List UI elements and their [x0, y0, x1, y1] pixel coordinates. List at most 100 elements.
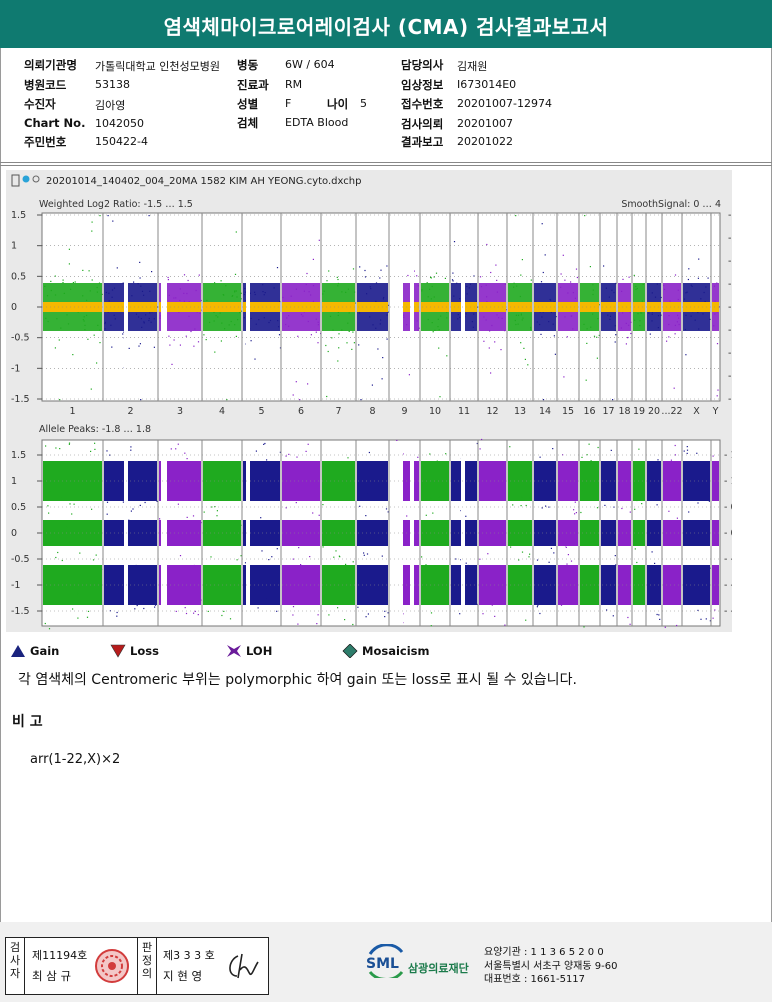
allele-point — [292, 497, 294, 499]
allele-band-6 — [282, 443, 320, 625]
info-label: 담당의사 — [401, 58, 444, 72]
legend-label: Gain — [30, 644, 60, 658]
allele-point — [476, 442, 478, 445]
allele-point — [606, 609, 608, 611]
allele-point — [200, 522, 202, 524]
allele-point — [602, 572, 604, 574]
ratio-point — [523, 347, 525, 349]
allele-point — [552, 448, 554, 450]
allele-point — [455, 558, 457, 560]
ratio-point — [562, 254, 564, 256]
ratio-point — [473, 313, 475, 315]
ratio-point — [214, 351, 216, 353]
allele-point — [175, 610, 177, 612]
allele-point — [296, 456, 298, 458]
ratio-point — [466, 285, 468, 288]
allele-point — [509, 446, 511, 448]
legend-item-loh: LOH — [226, 644, 272, 661]
ratio-point — [297, 335, 299, 337]
ratio-point — [300, 313, 303, 316]
ratio-point — [674, 333, 676, 335]
ratio-point — [553, 301, 555, 303]
ratio-point — [122, 282, 124, 284]
allele-point — [48, 628, 51, 630]
ratio-point — [220, 280, 222, 282]
allele-point — [45, 445, 47, 447]
chromosome-label: ...22 — [661, 406, 682, 417]
ratio-point — [310, 294, 312, 296]
allele-point — [352, 523, 354, 525]
ratio-point — [630, 332, 632, 335]
ratio-point — [608, 296, 610, 298]
ratio-point — [636, 287, 638, 290]
allele-point — [49, 491, 51, 493]
ratio-point — [564, 279, 566, 281]
ratio-point — [234, 291, 236, 293]
ratio-point — [159, 315, 161, 317]
info-value: EDTA Blood — [285, 116, 349, 129]
ratio-point — [483, 316, 485, 318]
ratio-point — [539, 323, 541, 326]
tick-label: - 0.5 — [724, 502, 732, 513]
allele-point — [580, 511, 582, 514]
ratio-point — [417, 329, 419, 331]
ratio-point — [571, 315, 573, 317]
ratio-point — [337, 360, 339, 362]
ratio-point — [552, 323, 554, 325]
ratio-point — [148, 215, 150, 217]
ratio-point — [501, 317, 503, 319]
allele-point — [295, 502, 297, 504]
ratio-point — [514, 319, 516, 322]
ratio-point — [148, 317, 150, 320]
tick-label: 1.5 — [11, 210, 26, 221]
tick-label: - -1 — [724, 580, 732, 591]
ratio-point — [225, 285, 227, 287]
tick-label: - 0 — [728, 394, 732, 405]
allele-point — [541, 569, 543, 571]
chromosome-band-1 — [43, 215, 103, 401]
ratio-point — [590, 326, 592, 328]
ratio-point — [381, 378, 383, 380]
ratio-point — [685, 292, 687, 294]
ratio-point — [288, 315, 290, 317]
ratio-point — [596, 357, 598, 359]
ratio-point — [219, 312, 221, 314]
ratio-point — [254, 291, 256, 293]
inspector-seal-icon — [95, 949, 129, 983]
allele-point — [539, 456, 541, 458]
allele-point — [465, 515, 467, 517]
allele-point — [285, 507, 287, 509]
ratio-point — [690, 284, 692, 286]
ratio-point — [630, 321, 632, 323]
allele-point — [288, 453, 290, 455]
allele-point — [553, 552, 555, 554]
allele-point — [276, 542, 278, 545]
ratio-point — [521, 259, 523, 261]
ratio-point — [111, 296, 113, 298]
info-value: 20201007 — [457, 117, 513, 130]
allele-point — [494, 615, 496, 617]
allele-point — [292, 606, 295, 608]
allele-point — [77, 592, 79, 595]
allele-point — [333, 556, 335, 558]
allele-point — [175, 448, 177, 450]
allele-point — [686, 449, 689, 451]
allele-point — [266, 598, 268, 600]
allele-point — [708, 500, 710, 502]
ratio-point — [678, 323, 680, 326]
allele-point — [460, 559, 462, 561]
allele-point — [68, 541, 70, 543]
allele-point — [66, 526, 68, 528]
ratio-point — [254, 358, 256, 360]
ratio-point — [553, 335, 555, 337]
ratio-point — [341, 329, 343, 331]
allele-point — [43, 600, 45, 602]
allele-point — [384, 610, 386, 612]
allele-point — [154, 604, 157, 606]
allele-point — [94, 442, 96, 444]
allele-point — [177, 443, 179, 445]
allele-point — [328, 614, 330, 616]
ratio-point — [159, 317, 161, 319]
ratio-point — [504, 283, 506, 285]
